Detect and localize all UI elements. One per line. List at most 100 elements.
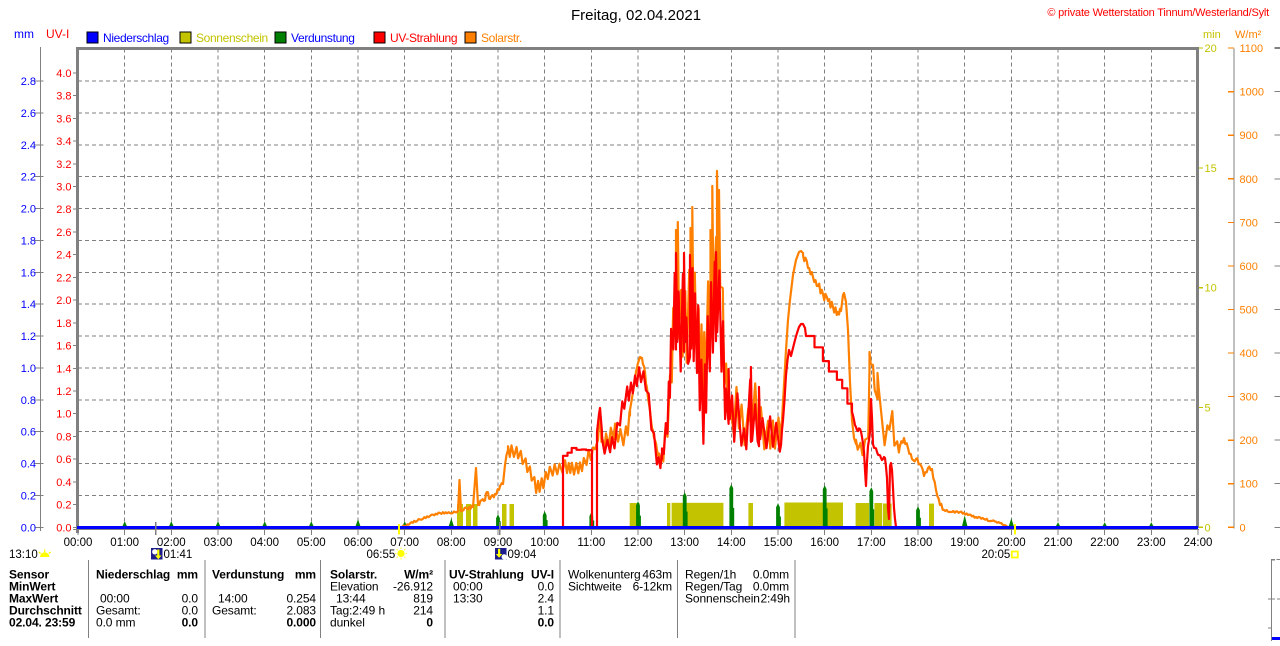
svg-text:Tag:2:49 h: Tag:2:49 h <box>330 604 385 618</box>
svg-text:1.6: 1.6 <box>21 267 36 279</box>
svg-text:1.2: 1.2 <box>21 331 36 343</box>
svg-text:0.2: 0.2 <box>21 490 36 502</box>
svg-text:08:00: 08:00 <box>437 537 466 549</box>
svg-text:20:05: 20:05 <box>982 549 1011 561</box>
svg-text:1.6: 1.6 <box>56 341 71 353</box>
svg-text:mm: mm <box>295 568 316 582</box>
svg-text:0.0: 0.0 <box>182 616 199 630</box>
svg-text:2.6: 2.6 <box>21 108 36 120</box>
svg-text:11:00: 11:00 <box>577 537 605 549</box>
svg-text:0.6: 0.6 <box>56 454 71 466</box>
svg-text:23:00: 23:00 <box>1137 537 1166 549</box>
svg-text:300: 300 <box>1240 392 1258 404</box>
svg-text:18:00: 18:00 <box>904 537 933 549</box>
svg-text:900: 900 <box>1240 130 1258 142</box>
svg-text:09:00: 09:00 <box>484 537 513 549</box>
svg-text:0.6: 0.6 <box>21 427 36 439</box>
svg-text:10: 10 <box>1205 283 1217 295</box>
svg-text:Gesamt:: Gesamt: <box>212 604 257 618</box>
svg-text:0: 0 <box>426 616 433 630</box>
svg-text:1.0: 1.0 <box>21 363 36 375</box>
svg-text:17:00: 17:00 <box>857 537 886 549</box>
svg-text:Gesamt:: Gesamt: <box>96 604 141 618</box>
svg-text:3.2: 3.2 <box>56 159 71 171</box>
svg-text:Freitag, 02.04.2021: Freitag, 02.04.2021 <box>571 7 701 24</box>
svg-text:Solarstr.: Solarstr. <box>330 568 377 582</box>
svg-text:05:00: 05:00 <box>297 537 326 549</box>
svg-text:09:04: 09:04 <box>508 549 537 561</box>
svg-text:10:00: 10:00 <box>530 537 559 549</box>
svg-text:Durchschnitt: Durchschnitt <box>9 604 82 618</box>
svg-text:W/m²: W/m² <box>404 568 433 582</box>
svg-text:700: 700 <box>1240 217 1258 229</box>
svg-text:6-12km: 6-12km <box>633 580 673 594</box>
svg-text:mm: mm <box>177 568 198 582</box>
svg-text:MaxWert: MaxWert <box>9 592 58 606</box>
svg-text:MinWert: MinWert <box>9 580 56 594</box>
svg-text:00:00: 00:00 <box>100 592 130 606</box>
svg-text:0.8: 0.8 <box>56 431 71 443</box>
svg-text:2.2: 2.2 <box>56 272 71 284</box>
svg-text:UV-Strahlung: UV-Strahlung <box>449 568 524 582</box>
svg-text:Niederschlag: Niederschlag <box>96 568 170 582</box>
svg-text:20: 20 <box>1205 43 1217 55</box>
svg-text:14:00: 14:00 <box>717 537 746 549</box>
svg-text:1000: 1000 <box>1240 87 1264 99</box>
svg-text:0.000: 0.000 <box>286 616 316 630</box>
svg-text:2.0: 2.0 <box>21 204 36 216</box>
svg-text:20:00: 20:00 <box>997 537 1026 549</box>
svg-text:0.0: 0.0 <box>538 580 555 594</box>
svg-text:3.8: 3.8 <box>56 91 71 103</box>
svg-text:1.8: 1.8 <box>21 236 36 248</box>
svg-text:UV-I: UV-I <box>531 568 554 582</box>
svg-text:4.0: 4.0 <box>56 68 71 80</box>
svg-text:00:00: 00:00 <box>64 537 93 549</box>
svg-text:UV-Strahlung: UV-Strahlung <box>390 31 457 45</box>
svg-text:Wolkenunterg: Wolkenunterg <box>568 568 641 582</box>
svg-text:24:00: 24:00 <box>1184 537 1213 549</box>
svg-text:19:00: 19:00 <box>950 537 979 549</box>
svg-text:0.0: 0.0 <box>538 616 555 630</box>
svg-text:13:10: 13:10 <box>9 549 38 561</box>
svg-text:400: 400 <box>1240 348 1258 360</box>
svg-text:800: 800 <box>1240 174 1258 186</box>
svg-text:13:44: 13:44 <box>336 592 366 606</box>
svg-text:Regen/Tag: Regen/Tag <box>685 580 742 594</box>
svg-text:dunkel: dunkel <box>330 616 365 630</box>
svg-text:0.8: 0.8 <box>21 395 36 407</box>
svg-text:Sichtweite: Sichtweite <box>568 580 622 594</box>
svg-text:Solarstr.: Solarstr. <box>481 31 522 45</box>
svg-text:01:00: 01:00 <box>110 537 139 549</box>
svg-text:600: 600 <box>1240 261 1258 273</box>
svg-text:0.0: 0.0 <box>182 592 199 606</box>
svg-text:500: 500 <box>1240 305 1258 317</box>
svg-text:2.6: 2.6 <box>56 227 71 239</box>
svg-text:819: 819 <box>413 592 433 606</box>
svg-text:0.0: 0.0 <box>56 522 71 534</box>
svg-text:0.2: 0.2 <box>56 500 71 512</box>
svg-text:13:30: 13:30 <box>453 592 483 606</box>
svg-text:3.6: 3.6 <box>56 113 71 125</box>
svg-text:12:00: 12:00 <box>624 537 653 549</box>
svg-text:14:00: 14:00 <box>218 592 248 606</box>
svg-text:2.8: 2.8 <box>21 76 36 88</box>
svg-text:21:00: 21:00 <box>1044 537 1073 549</box>
svg-text:214: 214 <box>413 604 433 618</box>
svg-text:0.0mm: 0.0mm <box>753 580 789 594</box>
svg-text:00:00: 00:00 <box>453 580 483 594</box>
svg-text:2:49h: 2:49h <box>760 592 790 606</box>
svg-text:06:00: 06:00 <box>344 537 373 549</box>
svg-text:Regen/1h: Regen/1h <box>685 568 736 582</box>
svg-text:1.1: 1.1 <box>538 604 555 618</box>
svg-text:1100: 1100 <box>1240 43 1264 55</box>
svg-text:© private Wetterstation Tinnum: © private Wetterstation Tinnum/Westerlan… <box>1047 7 1269 19</box>
svg-text:Sonnenschein: Sonnenschein <box>196 31 268 45</box>
svg-text:02:00: 02:00 <box>157 537 186 549</box>
svg-text:2.0: 2.0 <box>56 295 71 307</box>
svg-text:2.4: 2.4 <box>56 250 71 262</box>
svg-text:15: 15 <box>1205 163 1217 175</box>
svg-text:0: 0 <box>1205 522 1211 534</box>
svg-text:Verdunstung: Verdunstung <box>291 31 355 45</box>
svg-text:13:00: 13:00 <box>670 537 699 549</box>
svg-text:463m: 463m <box>642 568 672 582</box>
